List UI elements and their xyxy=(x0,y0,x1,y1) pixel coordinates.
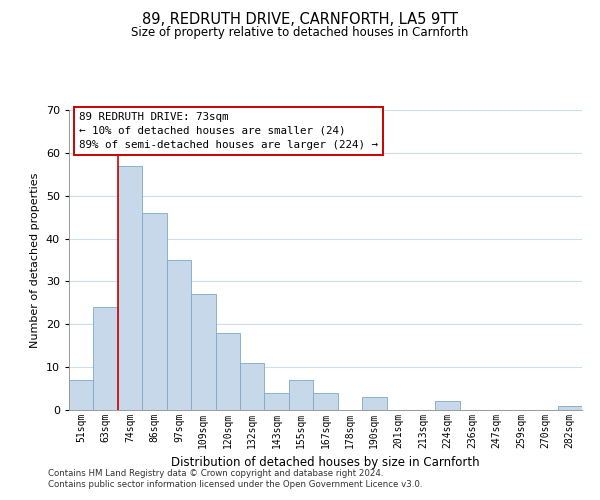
Bar xyxy=(557,406,582,410)
Bar xyxy=(265,393,289,410)
Bar xyxy=(436,402,460,410)
Bar xyxy=(69,380,94,410)
Bar xyxy=(142,213,167,410)
Text: Size of property relative to detached houses in Carnforth: Size of property relative to detached ho… xyxy=(131,26,469,39)
Bar xyxy=(118,166,142,410)
Bar xyxy=(191,294,215,410)
Text: Contains public sector information licensed under the Open Government Licence v3: Contains public sector information licen… xyxy=(48,480,422,489)
Bar xyxy=(362,397,386,410)
Bar xyxy=(313,393,338,410)
X-axis label: Distribution of detached houses by size in Carnforth: Distribution of detached houses by size … xyxy=(171,456,480,469)
Y-axis label: Number of detached properties: Number of detached properties xyxy=(30,172,40,348)
Text: 89, REDRUTH DRIVE, CARNFORTH, LA5 9TT: 89, REDRUTH DRIVE, CARNFORTH, LA5 9TT xyxy=(142,12,458,28)
Bar xyxy=(240,363,265,410)
Bar xyxy=(94,307,118,410)
Bar xyxy=(289,380,313,410)
Text: Contains HM Land Registry data © Crown copyright and database right 2024.: Contains HM Land Registry data © Crown c… xyxy=(48,468,383,477)
Text: 89 REDRUTH DRIVE: 73sqm
← 10% of detached houses are smaller (24)
89% of semi-de: 89 REDRUTH DRIVE: 73sqm ← 10% of detache… xyxy=(79,112,378,150)
Bar xyxy=(215,333,240,410)
Bar xyxy=(167,260,191,410)
